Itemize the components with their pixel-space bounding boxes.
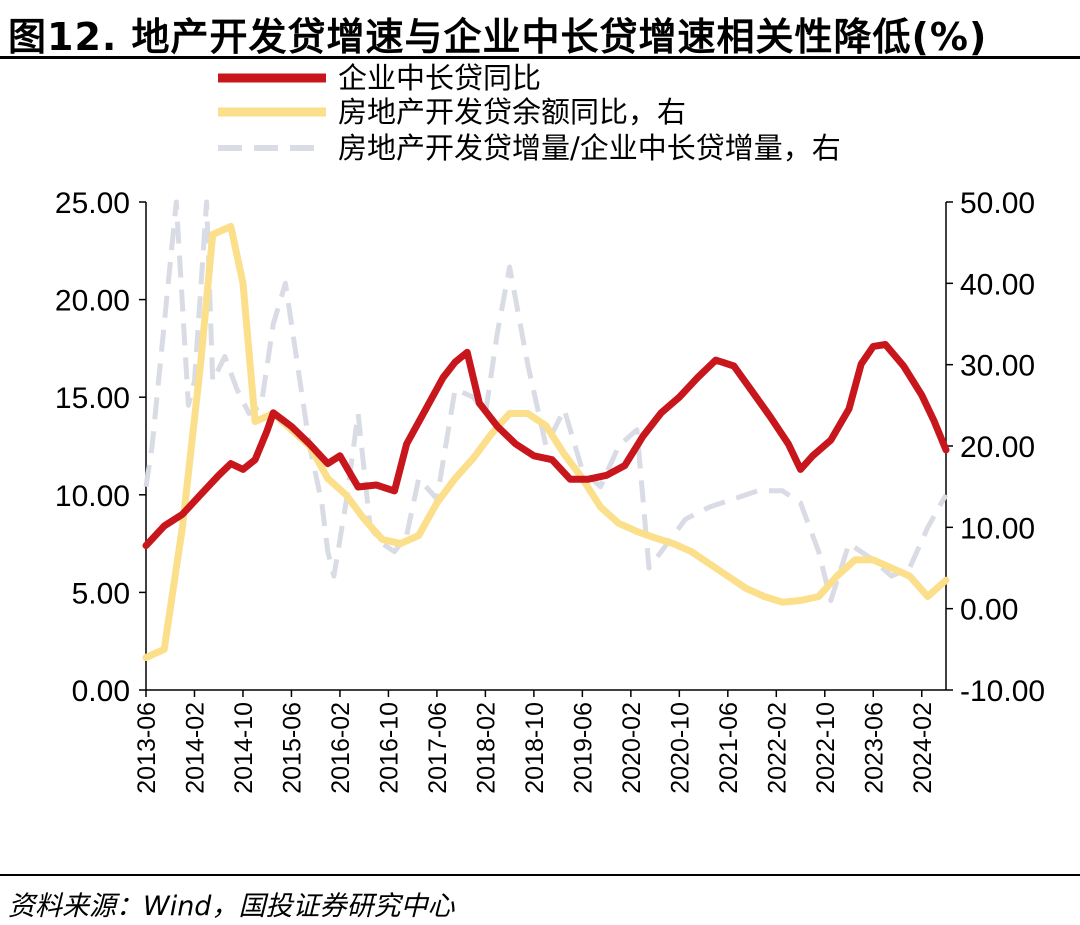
x-tick-label: 2020-10 xyxy=(666,702,694,794)
x-tick-label: 2017-06 xyxy=(424,702,452,794)
x-tick-label: 2016-10 xyxy=(375,702,403,794)
left-tick-label: 5.00 xyxy=(72,577,130,610)
x-tick-label: 2014-10 xyxy=(230,702,258,794)
left-tick-label: 0.00 xyxy=(72,675,130,708)
legend-label-0: 企业中长贷同比 xyxy=(338,61,541,95)
x-tick-label: 2018-02 xyxy=(472,702,500,794)
x-axis-ticks: 2013-06 2014-02 2014-10 2015-06 2016-02 2016-… xyxy=(133,690,937,794)
right-tick-label: 40.00 xyxy=(960,268,1035,301)
x-tick-label: 2021-06 xyxy=(715,702,743,794)
series-line-0 xyxy=(142,341,950,550)
source-rule xyxy=(0,874,1080,876)
right-tick-label: 10.00 xyxy=(960,512,1035,545)
x-tick-label: 2016-02 xyxy=(327,702,355,794)
chart-title: 图12. 地产开发贷增速与企业中长贷增速相关性降低(%) xyxy=(8,15,988,59)
legend-label-2: 房地产开发贷增量/企业中长贷增量，右 xyxy=(338,131,841,165)
left-tick-label: 15.00 xyxy=(55,382,130,415)
x-tick-label: 2022-02 xyxy=(763,702,791,794)
right-tick-label: 0.00 xyxy=(960,594,1018,627)
series-line-1 xyxy=(142,222,950,661)
x-tick-label: 2023-06 xyxy=(860,702,888,794)
x-tick-label: 2013-06 xyxy=(133,702,161,794)
x-tick-label: 2019-06 xyxy=(569,702,597,794)
x-tick-label: 2024-02 xyxy=(909,702,937,794)
right-axis-ticks: -10.00 0.00 10.00 20.00 30.00 40.00 50.00 xyxy=(946,187,1045,708)
left-tick-label: 10.00 xyxy=(55,480,130,513)
x-tick-label: 2015-06 xyxy=(278,702,306,794)
right-tick-label: 50.00 xyxy=(960,187,1035,220)
right-tick-label: 20.00 xyxy=(960,431,1035,464)
x-tick-label: 2018-10 xyxy=(521,702,549,794)
series-layer xyxy=(142,199,950,661)
series-line-2 xyxy=(143,199,949,603)
right-tick-label: -10.00 xyxy=(960,675,1045,708)
left-tick-label: 25.00 xyxy=(55,187,130,220)
title-rule xyxy=(0,56,1080,59)
right-tick-label: 30.00 xyxy=(960,350,1035,383)
x-tick-label: 2020-02 xyxy=(618,702,646,794)
left-tick-label: 20.00 xyxy=(55,285,130,318)
legend-label-1: 房地产开发贷余额同比，右 xyxy=(338,95,686,129)
x-tick-label: 2014-02 xyxy=(181,702,209,794)
source-note: 资料来源：Wind，国投证券研究中心 xyxy=(8,891,455,922)
x-tick-label: 2022-10 xyxy=(812,702,840,794)
left-axis-ticks: 0.00 5.00 10.00 15.00 20.00 25.00 xyxy=(55,187,146,708)
